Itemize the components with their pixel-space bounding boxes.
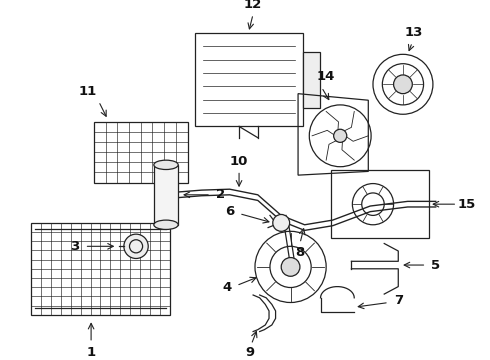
- Bar: [331, 170, 429, 238]
- Circle shape: [281, 257, 300, 276]
- Bar: [303, 51, 319, 108]
- Text: 3: 3: [71, 240, 80, 253]
- Bar: [94, 122, 188, 183]
- Text: 12: 12: [244, 0, 262, 11]
- Circle shape: [393, 75, 412, 94]
- Text: 4: 4: [222, 281, 231, 294]
- Text: 7: 7: [393, 294, 403, 307]
- Circle shape: [334, 129, 347, 142]
- Bar: [154, 165, 178, 225]
- Text: 14: 14: [317, 70, 335, 83]
- Text: 6: 6: [225, 205, 234, 218]
- Bar: [195, 33, 303, 126]
- Text: 15: 15: [458, 198, 476, 211]
- Bar: [31, 223, 170, 315]
- Text: 8: 8: [295, 246, 305, 259]
- Ellipse shape: [154, 160, 178, 170]
- Ellipse shape: [154, 220, 178, 229]
- Text: 10: 10: [230, 154, 248, 168]
- Circle shape: [273, 215, 290, 231]
- Text: 9: 9: [246, 346, 255, 359]
- Text: 2: 2: [216, 188, 225, 201]
- Circle shape: [124, 234, 148, 258]
- Text: 5: 5: [431, 258, 441, 271]
- Text: 1: 1: [87, 346, 96, 359]
- Text: 13: 13: [405, 26, 423, 39]
- Text: 11: 11: [78, 85, 97, 98]
